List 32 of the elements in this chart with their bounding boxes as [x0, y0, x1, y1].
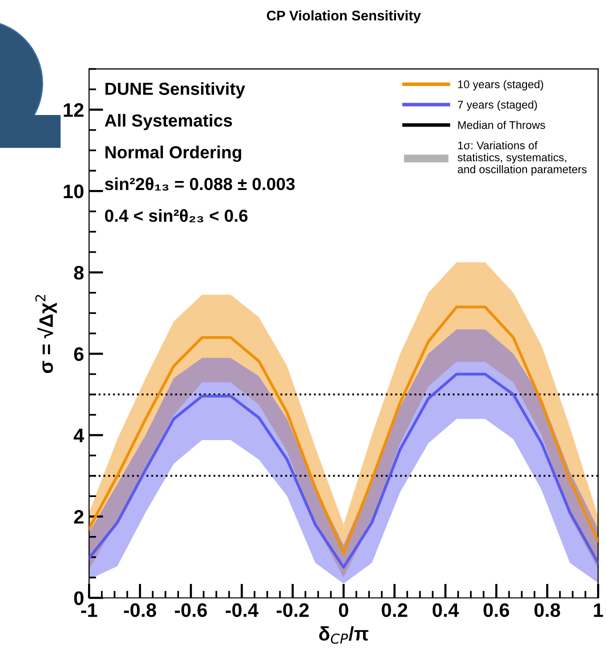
- legend-label: 1σ: Variations of statistics, systematics, and oscillation parameters: [458, 141, 587, 176]
- y-tick-label: 4: [74, 428, 84, 442]
- x-axis-title: δ$_{CP}$/π: [319, 626, 368, 644]
- x-tick-label: 0.6: [484, 603, 510, 618]
- annotation: Normal Ordering: [106, 146, 242, 162]
- annotation: DUNE Sensitivity: [106, 82, 246, 98]
- annotation: 0.4 < sin²θ₂₃ < 0.6: [105, 209, 248, 222]
- x-tick-label: 0.4: [432, 603, 459, 618]
- x-tick-label: 0.8: [534, 603, 560, 618]
- annotation: All Systematics: [104, 114, 232, 130]
- x-tick-label: 1: [594, 603, 603, 617]
- y-tick-label: 0: [74, 591, 84, 606]
- legend-label: 7 years (staged): [458, 100, 537, 111]
- legend-label: Median of Throws: [458, 120, 546, 129]
- x-tick-label: 0: [338, 603, 348, 618]
- x-tick-label: -0.8: [124, 603, 156, 618]
- line-series: [89, 372, 598, 569]
- x-tick-label: -1: [81, 603, 98, 617]
- line-series: [89, 306, 598, 555]
- y-axis-title: σ = √Δχ$^{2}$: [35, 294, 57, 374]
- x-tick-label: 0.2: [382, 603, 408, 618]
- x-tick-label: -0.6: [174, 603, 207, 618]
- x-tick-label: -0.4: [226, 603, 258, 618]
- y-tick-label: 8: [74, 266, 84, 280]
- y-tick-label: 2: [74, 510, 84, 524]
- x-tick-label: -0.2: [276, 603, 309, 618]
- chart-title: CP Violation Sensitivity: [266, 10, 421, 24]
- legend-label: 10 years (staged): [458, 80, 544, 90]
- y-tick-label: 6: [74, 347, 84, 362]
- y-tick-label: 10: [64, 184, 84, 198]
- y-tick-label: 12: [64, 103, 84, 117]
- annotation: sin²2θ₁₃ = 0.088 ± 0.003: [104, 177, 295, 191]
